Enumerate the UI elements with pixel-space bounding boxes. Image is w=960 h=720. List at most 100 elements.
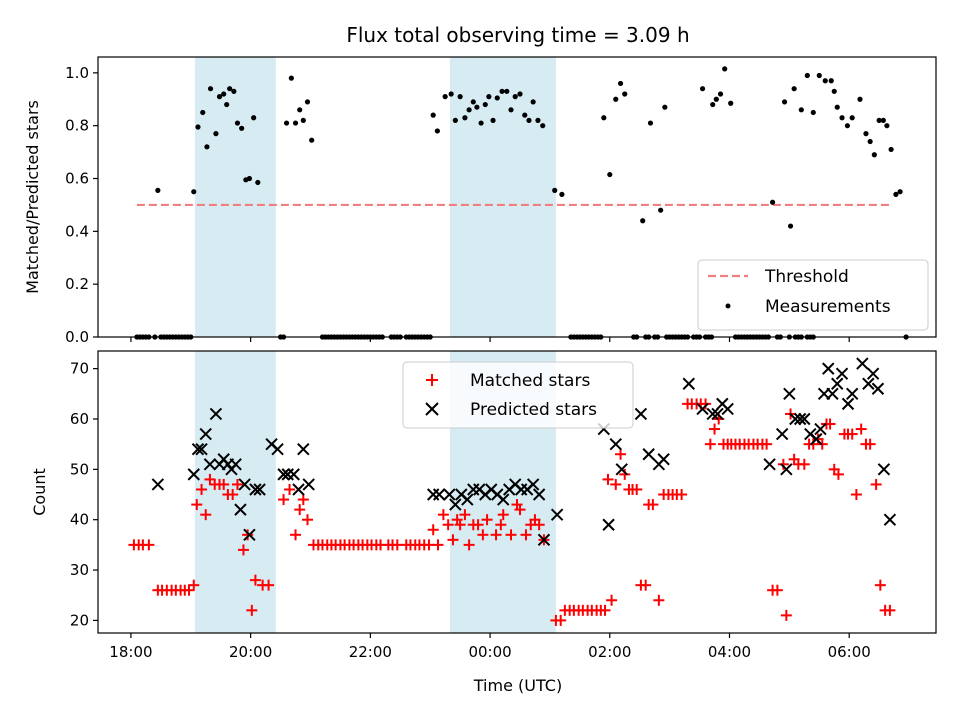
legend-measurements-swatch [725,303,731,309]
predicted-star-marker [615,463,628,476]
measurement-point [816,72,822,79]
measurement-point [462,115,468,121]
matched-star-marker [555,614,567,626]
matched-star-marker [218,478,230,490]
matched-star-marker [855,423,867,435]
predicted-star-marker [532,488,546,501]
predicted-star-marker [195,442,208,456]
predicted-star-marker [862,377,875,390]
legend-measurements-label: Measurements [765,297,891,317]
predicted-star-marker [302,478,315,491]
measurement-point [647,120,654,126]
top-y-tick-label: 1.0 [65,64,89,82]
bottom-legend-box [402,361,634,429]
matched-star-marker [200,509,212,521]
predicted-star-marker [277,468,290,481]
bottom-axes-frame [97,350,937,634]
top-shaded-interval-1 [449,57,556,337]
measurement-point [713,96,719,102]
measurement-point [884,123,890,129]
measurement-point [871,152,877,158]
matched-star-marker [249,574,261,586]
bottom-y-tick-label: 60 [70,410,89,428]
measurement-point [530,99,536,105]
predicted-star-marker [432,488,446,501]
matched-star-marker [463,539,475,551]
matched-star-marker [761,438,773,450]
matched-star-marker [647,499,659,511]
measurement-point [834,104,840,110]
matched-star-marker [294,504,306,516]
matched-star-marker [870,478,882,490]
measurement-point [216,94,223,100]
measurement-point [470,99,476,105]
matched-star-marker [520,529,532,541]
measurement-point [552,187,558,193]
matched-star-marker [183,584,195,596]
measurement-point [849,115,855,121]
measurement-point [640,218,646,224]
measurement-points [134,66,909,340]
matched-star-marker [850,489,862,501]
predicted-star-marker [537,533,551,547]
matched-star-marker [704,438,716,450]
predicted-star-marker [443,488,456,501]
x-tick-label: 18:00 [109,643,152,661]
top-y-tick-label: 0.6 [65,170,89,188]
measurement-point [728,100,734,106]
top-shaded-interval-0 [194,57,276,337]
bottom-panel: 20 30 40 50 60 70 18:00 20:00 22:00 00:00 02:00 04… [30,350,937,695]
measurement-point [474,104,480,110]
measurement-point [191,189,197,195]
matched-star-marker [602,473,614,485]
predicted-star-marker [856,357,869,370]
matched-star-marker [191,499,203,511]
predicted-star-marker [871,382,885,395]
measurement-point [662,104,668,110]
measurement-point [804,72,810,79]
predicted-star-marker [287,468,300,481]
matched-star-marker [884,604,896,616]
matched-star-marker [188,579,200,591]
top-panel: 0.0 0.2 0.4 0.6 0.8 1.0 Matched/Predicted sta… [23,56,937,346]
measurement-point [434,128,440,134]
matched-star-marker [196,483,208,495]
predicted-star-marker [609,437,622,451]
top-legend: Threshold Measurements [697,259,929,331]
measurement-point [517,91,523,97]
predicted-star-marker [835,367,849,380]
predicted-star-marker [706,407,719,421]
measurement-point [798,107,804,113]
matched-star-marker [227,489,239,501]
predicted-star-marker [814,422,827,436]
matched-star-marker [497,509,509,521]
measurement-point [195,124,201,130]
measurement-point [246,175,253,182]
legend-predicted-label: Predicted stars [470,400,597,420]
bottom-y-tick-label: 40 [70,511,89,529]
measurement-point [526,117,532,123]
measurement-point [857,96,863,102]
bottom-y-axis-label: Count [30,468,49,516]
measurement-point [867,138,873,145]
measurement-point [717,91,724,97]
matched-star-marker [263,579,275,591]
matched-star-marker [490,529,502,541]
bottom-y-tick-label: 50 [70,460,89,478]
measurement-point [227,86,233,92]
predicted-star-marker [789,412,802,426]
predicted-star-marker [642,448,655,461]
measurement-point [622,91,628,97]
measurement-point [893,191,899,197]
measurement-point [499,88,505,94]
predicted-star-marker [203,458,217,471]
measurement-point [239,125,245,131]
predicted-star-marker [249,483,262,496]
predicted-star-marker [780,463,793,476]
measurement-point [844,123,851,129]
matched-star-marker [619,468,631,480]
matched-star-marker [297,494,309,506]
legend-matched-label: Matched stars [470,371,590,391]
measurement-point [540,123,546,129]
measurement-point [710,101,716,108]
